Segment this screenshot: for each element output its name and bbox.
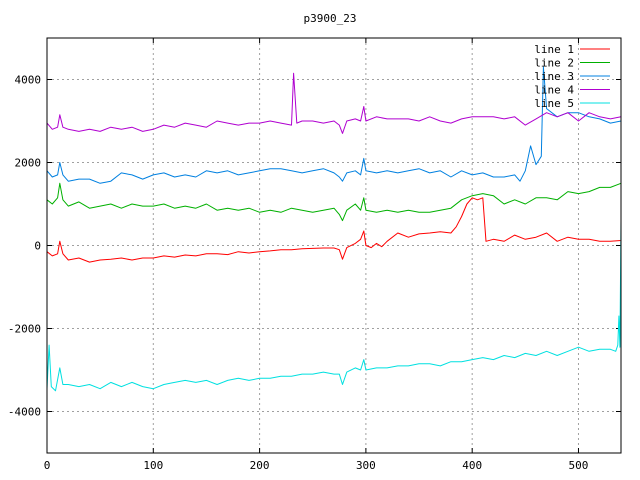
series-group — [46, 66, 622, 392]
legend-label: line 4 — [534, 84, 574, 97]
series-line-4 — [46, 72, 622, 134]
grid — [47, 38, 621, 453]
series-line-3 — [46, 66, 622, 184]
series-line-1 — [46, 197, 622, 263]
legend-label: line 5 — [534, 97, 574, 110]
x-tick-label: 500 — [569, 459, 589, 472]
series-line-2 — [46, 182, 622, 222]
x-tick-label: 300 — [356, 459, 376, 472]
series-line-5 — [46, 220, 622, 392]
y-tick-label: 4000 — [15, 74, 42, 87]
legend-label: line 2 — [534, 57, 574, 70]
y-tick-label: -4000 — [8, 406, 41, 419]
x-tick-label: 100 — [143, 459, 163, 472]
plot-frame — [46, 37, 622, 454]
legend-label: line 1 — [534, 43, 574, 56]
y-tick-label: 2000 — [15, 157, 42, 170]
y-tick-label: -2000 — [8, 323, 41, 336]
x-axis: 0 100 200 300 400 500 — [44, 38, 589, 472]
chart-title: p3900_23 — [304, 12, 357, 25]
legend-label: line 3 — [534, 70, 574, 83]
y-tick-label: 0 — [34, 240, 41, 253]
x-tick-label: 200 — [250, 459, 270, 472]
x-tick-label: 400 — [462, 459, 482, 472]
x-tick-label: 0 — [44, 459, 51, 472]
y-axis: -4000 -2000 0 2000 4000 — [8, 74, 621, 419]
